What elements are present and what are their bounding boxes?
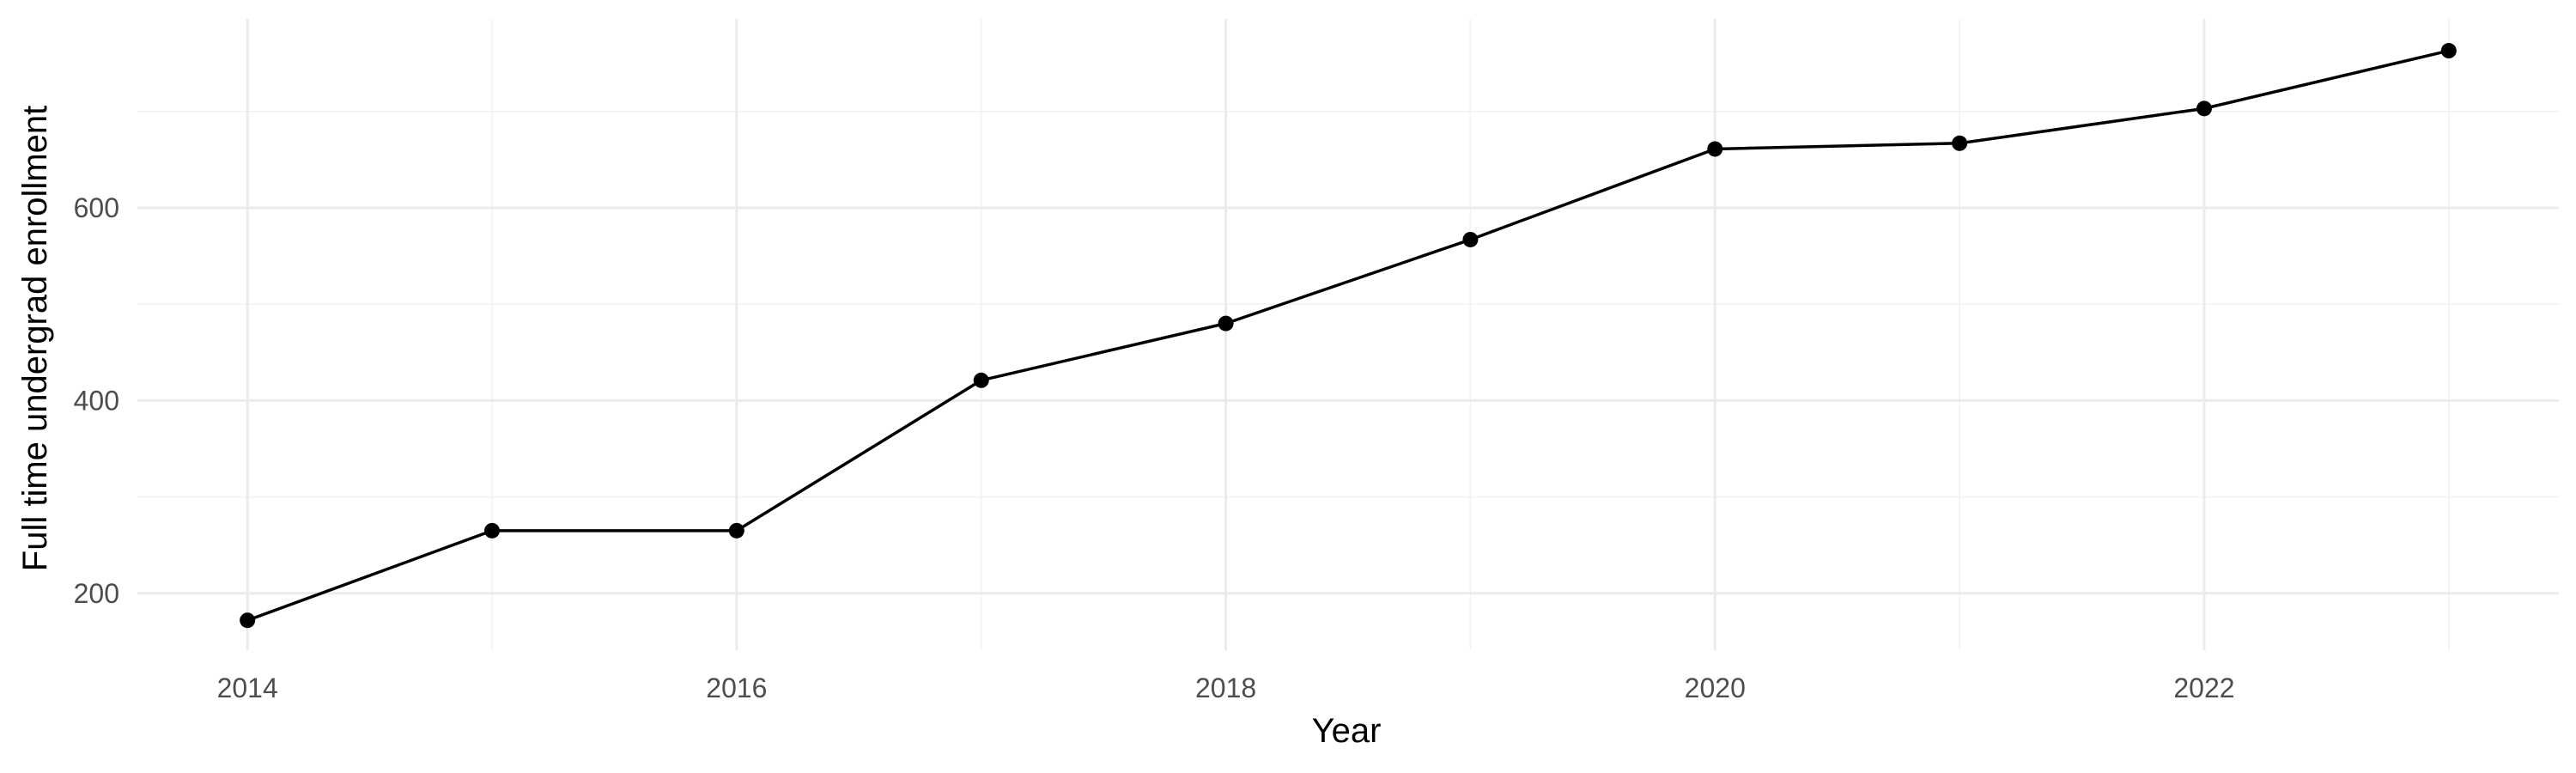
- x-axis-title: Year: [1312, 712, 1382, 750]
- series-line: [246, 49, 2451, 622]
- x-tick-label: 2022: [2173, 673, 2234, 703]
- x-tick-label: 2016: [706, 673, 767, 703]
- y-axis-ticks: 200 400 600: [74, 192, 119, 609]
- x-tick-label: 2020: [1685, 673, 1746, 703]
- grid-layer: [137, 19, 2559, 650]
- data-point-2020: [1707, 141, 1723, 157]
- x-axis-ticks: 2014 2016 2018 2020 2022: [217, 673, 2235, 703]
- y-axis-title: Full time undergrad enrollment: [16, 106, 54, 571]
- x-tick-label: 2014: [217, 673, 278, 703]
- data-point-2019: [1462, 231, 1479, 247]
- data-point-2023: [2440, 43, 2457, 59]
- y-tick-label: 400: [74, 385, 119, 416]
- data-point-2021: [1952, 135, 1968, 151]
- y-tick-label: 600: [74, 192, 119, 223]
- data-point-2014: [240, 612, 256, 629]
- series-layer: [240, 43, 2457, 629]
- data-point-2015: [484, 522, 501, 539]
- data-point-2016: [728, 522, 744, 539]
- data-point-2018: [1218, 315, 1234, 332]
- data-point-2022: [2196, 100, 2212, 117]
- x-tick-label: 2018: [1195, 673, 1256, 703]
- data-point-2017: [973, 372, 989, 388]
- y-tick-label: 200: [74, 578, 119, 609]
